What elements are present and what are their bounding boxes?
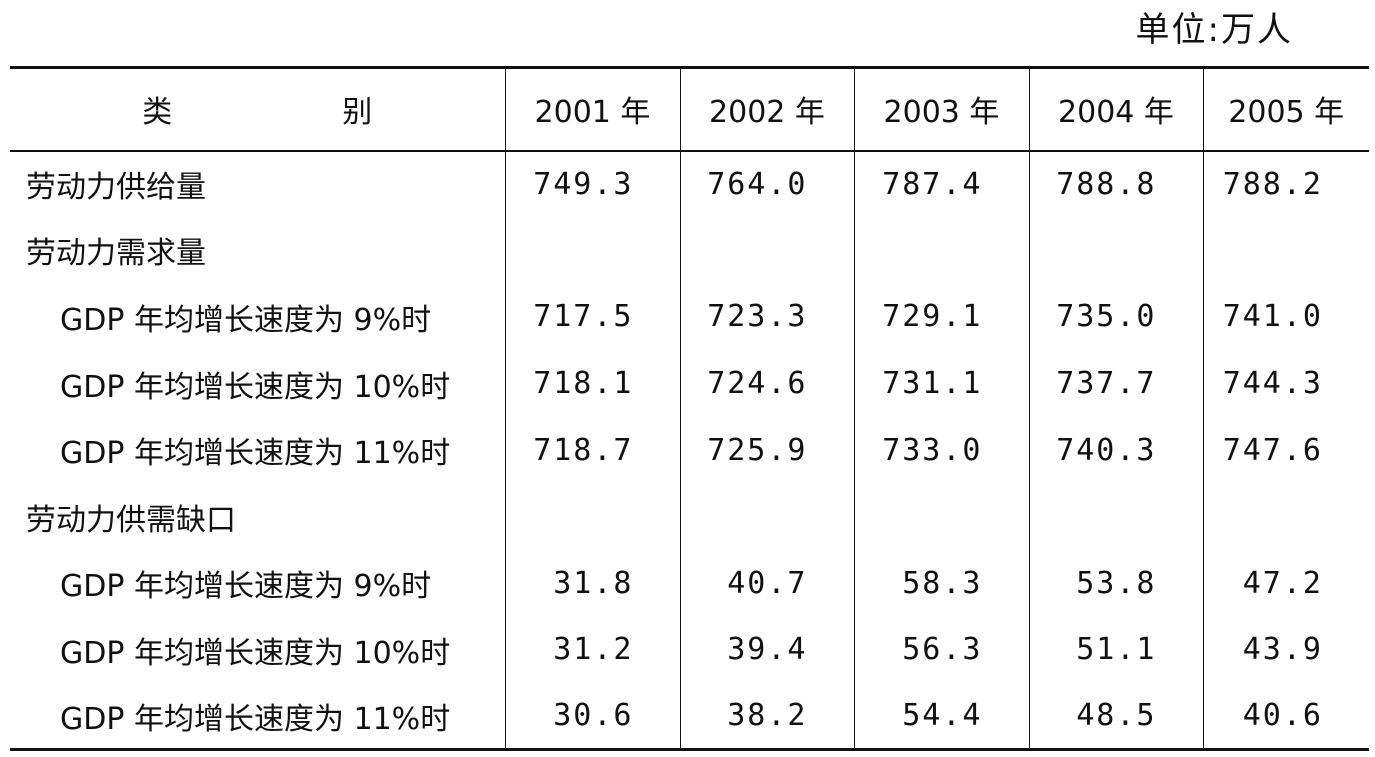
header-year-2003: 2003 年: [853, 66, 1029, 152]
row-label: 劳动力需求量: [26, 236, 206, 272]
cell-value: 43.9: [1202, 616, 1369, 684]
header-category: 类 别: [10, 66, 505, 152]
row-label: GDP 年均增长速度为 11%时: [10, 683, 505, 752]
table-row: GDP 年均增长速度为 11%时 30.6 38.2 54.4 48.5 40.6: [10, 683, 1369, 752]
cell-value: 48.5: [1028, 683, 1203, 752]
cell-value: 731.1: [853, 350, 1029, 417]
cell-value: 723.3: [679, 283, 854, 351]
table-row: 劳动力需求量: [10, 217, 1369, 284]
row-label: GDP 年均增长速度为 9%时: [60, 569, 432, 605]
table-row: GDP 年均增长速度为 10%时 718.1 724.6 731.1 737.7 744.…: [10, 350, 1369, 417]
cell-value: [1202, 217, 1369, 284]
cell-value: 718.7: [504, 416, 680, 484]
header-year-2005: 2005 年: [1202, 66, 1369, 152]
cell-value: [504, 217, 680, 284]
table-row: GDP 年均增长速度为 10%时 31.2 39.4 56.3 51.1 43.9: [10, 616, 1369, 684]
cell-value: 39.4: [679, 616, 854, 684]
cell-value: 725.9: [679, 416, 854, 484]
cell-value: [853, 483, 1029, 551]
header-year-2001: 2001 年: [504, 66, 680, 152]
cell-value: [504, 483, 680, 551]
cell-value: 58.3: [853, 550, 1029, 617]
table-row: GDP 年均增长速度为 9%时 31.8 40.7 58.3 53.8 47.2: [10, 550, 1369, 617]
cell-value: 31.8: [504, 550, 680, 617]
cell-value: [853, 217, 1029, 284]
cell-value: 38.2: [679, 683, 854, 752]
row-label: GDP 年均增长速度为 11%时: [60, 436, 451, 472]
cell-value: 53.8: [1028, 550, 1203, 617]
cell-value: 733.0: [853, 416, 1029, 484]
cell-value: 47.2: [1202, 550, 1369, 617]
header-year-2002: 2002 年: [679, 66, 854, 152]
row-label: 劳动力供给量: [26, 170, 206, 206]
table-row: GDP 年均增长速度为 11%时 718.7 725.9 733.0 740.3 747.…: [10, 416, 1369, 484]
cell-value: 724.6: [679, 350, 854, 417]
cell-value: 729.1: [853, 283, 1029, 351]
table-row: 劳动力供需缺口: [10, 483, 1369, 551]
cell-value: [1028, 483, 1203, 551]
cell-value: 737.7: [1028, 350, 1203, 417]
header-year-2004: 2004 年: [1028, 66, 1203, 152]
cell-value: 40.6: [1202, 683, 1369, 752]
cell-value: 747.6: [1202, 416, 1369, 484]
cell-value: 30.6: [504, 683, 680, 752]
row-label: 劳动力供需缺口: [26, 502, 236, 538]
labor-supply-demand-table: 类 别 2001 年 2002 年 2003 年 2004 年 2005 年 劳…: [10, 66, 1369, 752]
table-row: 劳动力供给量 749.3 764.0 787.4 788.8 788.2: [10, 150, 1369, 218]
cell-value: 31.2: [504, 616, 680, 684]
cell-value: 788.2: [1202, 150, 1369, 218]
cell-value: 749.3: [504, 150, 680, 218]
cell-value: 744.3: [1202, 350, 1369, 417]
cell-value: 787.4: [853, 150, 1029, 218]
table-header-row: 类 别 2001 年 2002 年 2003 年 2004 年 2005 年: [10, 66, 1369, 152]
cell-value: 718.1: [504, 350, 680, 417]
row-label: GDP 年均增长速度为 9%时: [60, 302, 432, 338]
cell-value: [679, 483, 854, 551]
row-label: GDP 年均增长速度为 10%时: [60, 369, 451, 405]
cell-value: 764.0: [679, 150, 854, 218]
cell-value: 741.0: [1202, 283, 1369, 351]
cell-value: 56.3: [853, 616, 1029, 684]
table-body: 劳动力供给量 749.3 764.0 787.4 788.8 788.2 劳动力需求量 GDP…: [10, 150, 1369, 752]
cell-value: 54.4: [853, 683, 1029, 752]
cell-value: 740.3: [1028, 416, 1203, 484]
unit-label: 单位:万人: [1135, 10, 1293, 50]
cell-value: [1028, 217, 1203, 284]
cell-value: 735.0: [1028, 283, 1203, 351]
cell-value: 788.8: [1028, 150, 1203, 218]
cell-value: [1202, 483, 1369, 551]
cell-value: [679, 217, 854, 284]
cell-value: 51.1: [1028, 616, 1203, 684]
row-label: GDP 年均增长速度为 10%时: [60, 635, 451, 671]
cell-value: 40.7: [679, 550, 854, 617]
cell-value: 717.5: [504, 283, 680, 351]
table-row: GDP 年均增长速度为 9%时 717.5 723.3 729.1 735.0 741.0: [10, 283, 1369, 351]
